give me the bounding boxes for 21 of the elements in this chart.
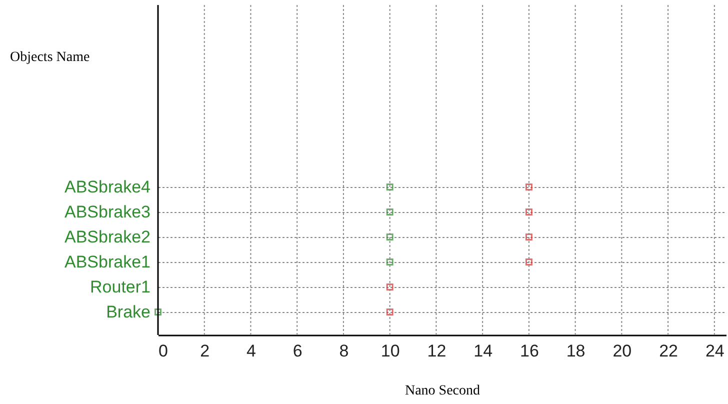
y-tick-label: ABSbrake3 bbox=[64, 202, 150, 222]
x-tick-label: 10 bbox=[380, 342, 400, 360]
y-tick-label: ABSbrake4 bbox=[64, 178, 150, 196]
y-tick-label: Brake bbox=[106, 302, 150, 322]
y-tick-label: ABSbrake1 bbox=[64, 252, 150, 272]
x-tick-label: 14 bbox=[474, 342, 493, 360]
y-tick-label: ABSbrake2 bbox=[64, 228, 150, 246]
x-tick-label: 12 bbox=[427, 342, 446, 360]
x-tick-label: 22 bbox=[659, 342, 678, 360]
text: Objects Name bbox=[10, 50, 90, 65]
x-tick-label: 20 bbox=[612, 342, 632, 360]
x-tick-label: 8 bbox=[339, 342, 349, 360]
x-tick-label: 2 bbox=[200, 342, 210, 360]
x-tick-label: 0 bbox=[158, 342, 168, 360]
x-tick-label: 4 bbox=[246, 342, 256, 360]
x-tick-label: 24 bbox=[705, 342, 724, 360]
x-axis-title: Nano Second bbox=[404, 384, 480, 398]
x-tick-label: 16 bbox=[520, 342, 539, 360]
x-tick-label: 18 bbox=[566, 342, 586, 360]
x-tick-label: 6 bbox=[292, 342, 302, 360]
y-tick-label: Router1 bbox=[90, 278, 150, 296]
